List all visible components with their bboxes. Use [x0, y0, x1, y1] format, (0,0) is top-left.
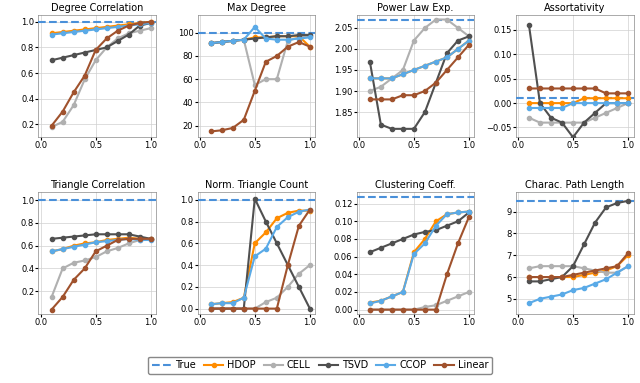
Title: Triangle Correlation: Triangle Correlation	[50, 180, 145, 190]
Title: Max Degree: Max Degree	[227, 3, 286, 13]
Title: Norm. Triangle Count: Norm. Triangle Count	[205, 180, 308, 190]
Legend: True, HDOP, CELL, TSVD, CCOP, Linear: True, HDOP, CELL, TSVD, CCOP, Linear	[148, 357, 492, 374]
Title: Power Law Exp.: Power Law Exp.	[378, 3, 454, 13]
Title: Degree Correlation: Degree Correlation	[51, 3, 143, 13]
Title: Clustering Coeff.: Clustering Coeff.	[375, 180, 456, 190]
Title: Assortativity: Assortativity	[544, 3, 605, 13]
Title: Charac. Path Length: Charac. Path Length	[525, 180, 624, 190]
